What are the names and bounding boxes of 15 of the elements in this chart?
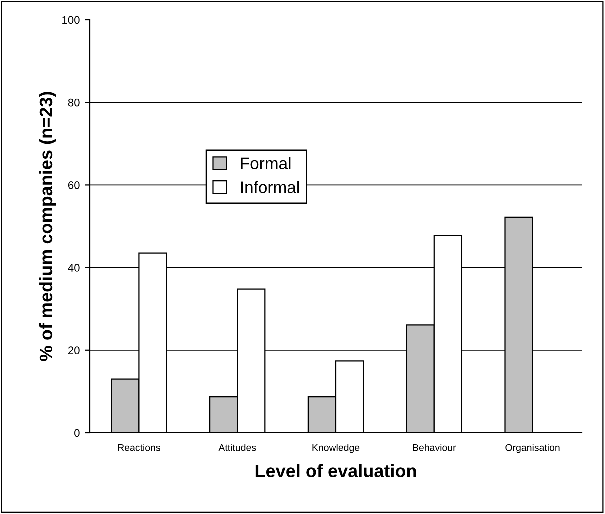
y-tick-label: 0 [74,429,80,438]
x-tick-label: Reactions [118,444,160,452]
x-axis-title: Level of evaluation [256,464,416,478]
y-tick-label: 80 [68,98,80,107]
legend-label: Formal [241,157,291,170]
x-tick-label: Knowledge [312,444,360,454]
y-tick-label: 100 [62,16,80,24]
y-tick-label: 40 [68,264,80,272]
x-tick-label: Attitudes [218,444,256,452]
legend-label: Informal [241,181,299,194]
x-tick-label: Behaviour [413,444,456,452]
y-tick-label: 20 [68,346,80,355]
y-tick-label: 60 [68,181,80,190]
y-axis-title: % of medium companies (n=23) [39,92,56,362]
x-tick-label: Organisation [506,444,560,454]
